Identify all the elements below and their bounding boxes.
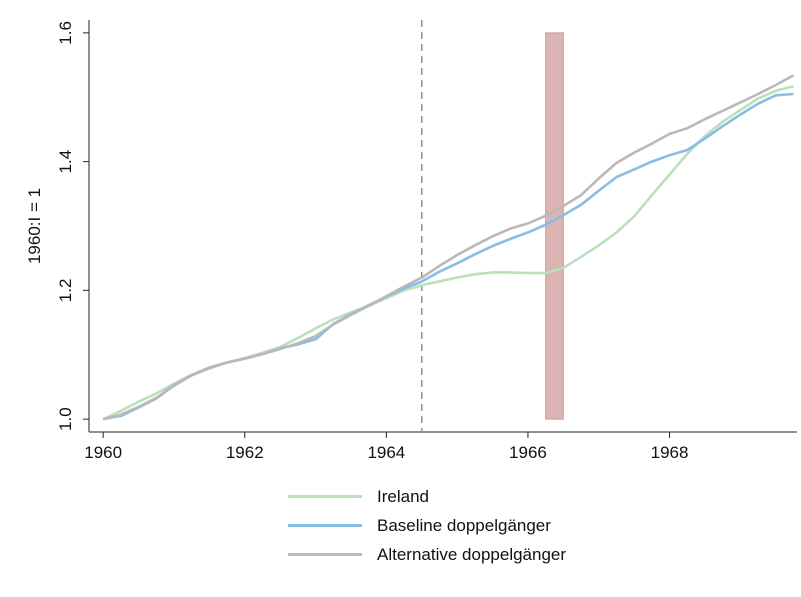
x-tick-label: 1960 (84, 443, 122, 462)
y-tick-label: 1.4 (56, 150, 75, 174)
axes: 1.0 1.2 1.4 1.6 1960 1962 1964 1966 1968 (56, 20, 797, 462)
y-axis-label: 1960:I = 1 (25, 188, 44, 264)
legend-swatch-ireland (288, 495, 362, 498)
x-tick-label: 1964 (367, 443, 405, 462)
legend: Ireland Baseline doppelgänger Alternativ… (288, 482, 708, 569)
y-tick-label: 1.6 (56, 21, 75, 45)
legend-swatch-alternative-doppelganger (288, 553, 362, 556)
legend-item-ireland: Ireland (288, 482, 708, 511)
x-tick-label: 1966 (509, 443, 547, 462)
series-line-alternative-doppelganger (102, 74, 795, 421)
annotations (421, 20, 564, 432)
legend-label-baseline-doppelganger: Baseline doppelgänger (377, 515, 551, 535)
legend-label-alternative-doppelganger: Alternative doppelgänger (377, 544, 567, 564)
legend-swatch-baseline-doppelganger (288, 524, 362, 527)
y-tick-label: 1.0 (56, 407, 75, 431)
x-tick-label: 1968 (651, 443, 689, 462)
series-lines (102, 74, 795, 421)
legend-item-baseline-doppelganger: Baseline doppelgänger (288, 511, 708, 540)
shaded-band (545, 32, 564, 420)
legend-item-alternative-doppelganger: Alternative doppelgänger (288, 540, 708, 569)
legend-label-ireland: Ireland (377, 486, 429, 506)
y-tick-label: 1.2 (56, 279, 75, 303)
x-tick-label: 1962 (226, 443, 264, 462)
